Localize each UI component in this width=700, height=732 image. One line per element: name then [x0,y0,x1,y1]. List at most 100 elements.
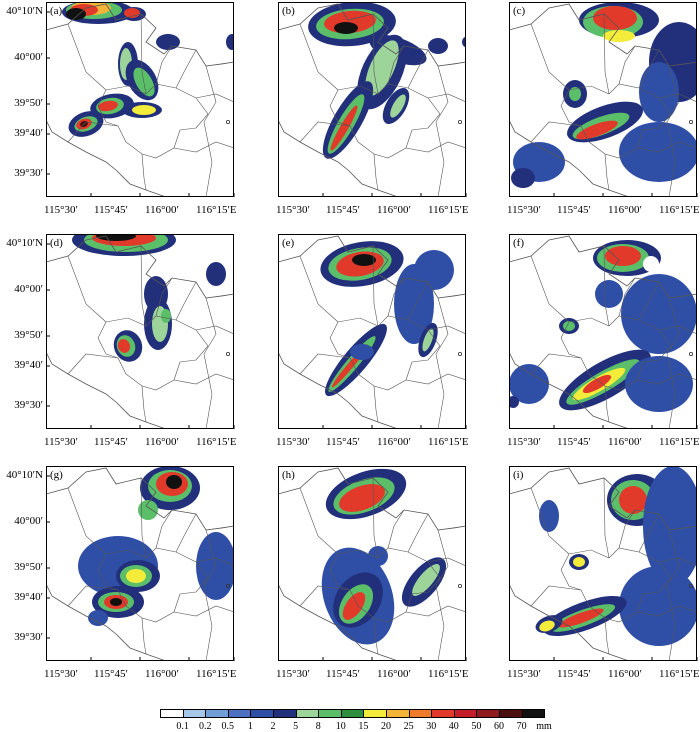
precip-area [619,486,647,514]
precip-area [603,30,635,42]
x-tick-label: 115°45′ [94,668,128,680]
y-tick-label: 39°30′ [14,167,43,179]
precip-area [390,94,406,118]
precip-area [576,120,618,140]
station-marker [457,120,462,125]
district-boundary [97,83,209,159]
county-boundary [435,293,466,429]
district-boundary [560,547,672,623]
x-tick-label: 115°30′ [276,204,310,216]
panel-g: (g) [46,466,235,661]
precip-area [352,254,376,266]
y-tick-label: 39°40′ [14,591,43,603]
panel-letter: (i) [513,469,524,481]
precip-area [350,344,374,360]
panel-letter: (b) [282,5,295,17]
y-tick-label: 39°30′ [14,631,43,643]
precip-area [509,396,519,408]
x-tick-label: 116°15′E [196,668,237,680]
y-tick-label: 39°40′ [14,359,43,371]
precip-area [573,557,585,567]
precip-area [412,564,440,596]
x-tick-label: 115°30′ [507,204,541,216]
colorbar-swatch [160,709,184,718]
colorbar-tick-label: 1 [247,721,253,732]
district-boundary [299,477,466,655]
district-boundary [560,315,672,391]
colorbar-tick-label: 0.1 [176,721,189,732]
precip-area [511,168,535,188]
precip-area [138,500,158,520]
x-tick-label: 115°45′ [326,436,360,448]
county-boundary [203,525,234,661]
x-tick-label: 116°15′E [196,436,237,448]
precip-area [582,374,612,394]
y-tick-label: 40°00′ [14,283,43,295]
y-tick-label: 40°10′N [6,5,43,17]
x-tick-label: 115°30′ [44,668,78,680]
county-boundary [435,525,466,661]
district-boundary [67,245,234,423]
y-tick-label: 40°10′N [6,237,43,249]
x-tick-label: 116°00′ [377,436,411,448]
district-boundary [97,547,209,623]
panel-map-c [509,2,698,197]
precip-area [206,262,226,286]
panel-map-i [509,466,698,661]
precip-area [126,569,146,583]
colorbar-swatch [227,709,252,718]
precip-area [621,274,697,354]
x-tick-label: 116°15′E [659,204,700,216]
city-boundary [46,235,234,429]
precip-area [156,34,180,50]
panel-c: (c) [509,2,698,197]
panel-i: (i) [509,466,698,661]
colorbar-swatch [250,709,274,718]
x-tick-label: 115°45′ [326,204,360,216]
precip-area [226,34,234,50]
colorbar-swatch [182,709,207,718]
colorbar-unit: mm [536,721,552,732]
precip-area [342,592,366,620]
colorbar-tick-label: 15 [358,721,369,732]
county-boundary [203,61,234,197]
colorbar-swatch [476,709,500,718]
x-tick-label: 116°00′ [377,668,411,680]
district-boundary [67,13,234,191]
precip-area [558,608,604,628]
x-tick-label: 115°45′ [557,436,591,448]
precip-area [509,364,549,404]
precip-area [539,500,559,532]
colorbar-tick-label: 25 [403,721,414,732]
colorbar-swatch [205,709,229,718]
colorbar-tick-label: 60 [494,721,504,732]
precip-area [96,234,136,241]
panel-h: (h) [278,466,467,661]
district-boundary [67,477,234,655]
panel-b: (b) [278,2,467,197]
precip-area [462,36,466,48]
panel-f: (f) [509,234,698,429]
colorbar-swatch [295,709,320,718]
precip-area [605,246,641,266]
district-boundary [97,315,209,391]
x-tick-label: 116°15′E [428,436,469,448]
panel-map-f [509,234,698,429]
colorbar-swatch [521,709,546,718]
panel-d: (d) [46,234,235,429]
county-boundary [666,525,697,661]
y-tick-label: 39°40′ [14,127,43,139]
x-tick-label: 115°45′ [94,436,128,448]
district-boundary [530,245,697,423]
x-tick-label: 116°00′ [145,204,179,216]
x-tick-label: 116°15′E [428,204,469,216]
precip-area [414,250,454,290]
panel-a: (a) [46,2,235,197]
precip-area [593,6,637,30]
district-boundary [299,13,466,191]
station-marker [688,584,693,589]
precip-area [132,105,156,115]
colorbar-tick-label: 2 [270,721,276,732]
station-marker [457,352,462,357]
colorbar-swatch [431,709,455,718]
